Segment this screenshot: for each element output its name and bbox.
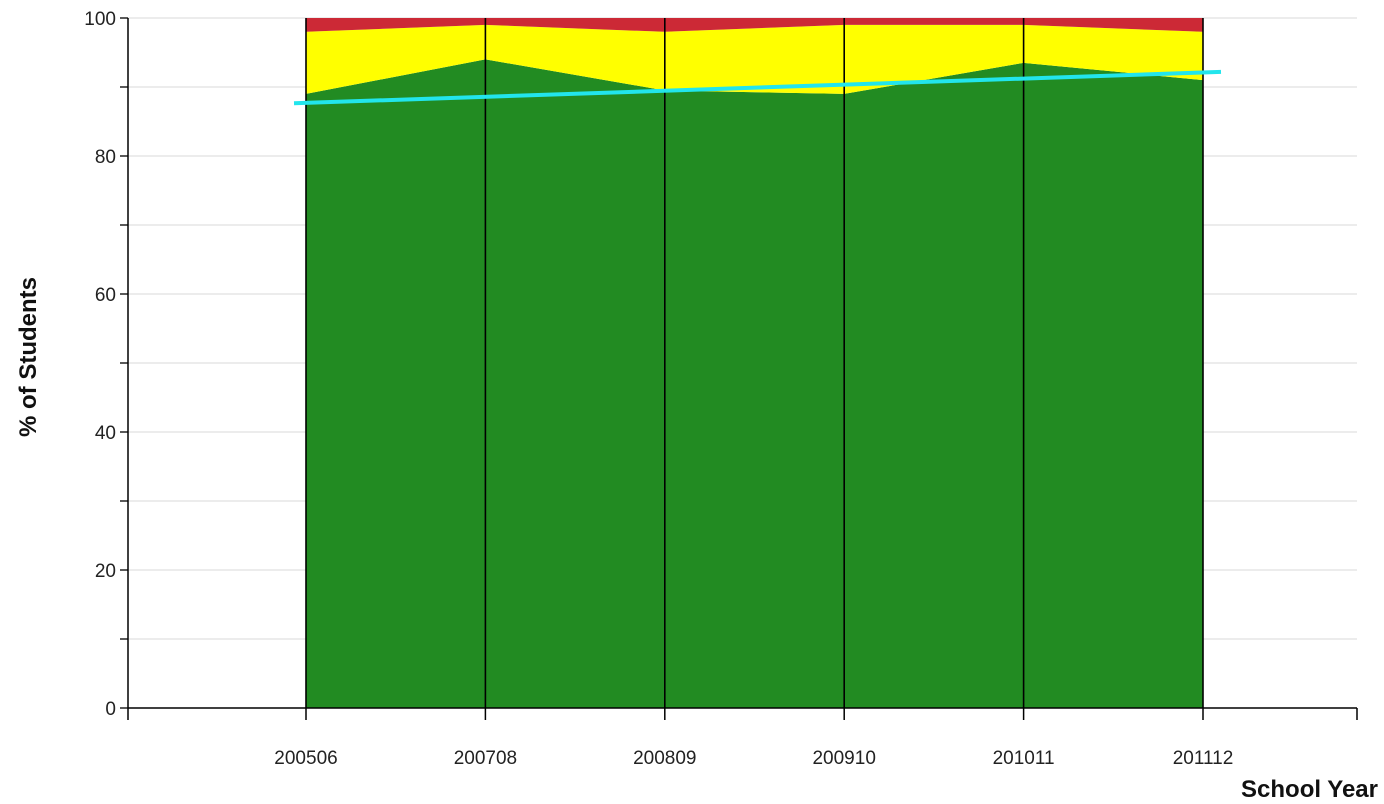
x-tick-label-200708: 200708 bbox=[454, 748, 517, 769]
area-series-2 bbox=[306, 24, 1203, 94]
y-tick-label-100: 100 bbox=[84, 9, 116, 30]
x-tick-label-200506: 200506 bbox=[274, 748, 337, 769]
y-tick-label-60: 60 bbox=[95, 285, 116, 306]
axes: 0 20 40 60 80 100 200506 200708 200809 200910 2010… bbox=[84, 9, 1358, 769]
trendline bbox=[293, 69, 1222, 106]
y-tick-label-80: 80 bbox=[95, 147, 116, 168]
x-tick-label-200910: 200910 bbox=[812, 748, 875, 769]
y-tick-label-0: 0 bbox=[105, 699, 116, 720]
trendline-group bbox=[293, 69, 1222, 106]
y-axis-title: % of Students bbox=[15, 277, 42, 437]
year-dividers bbox=[305, 18, 1204, 708]
x-axis-title: School Year bbox=[1241, 776, 1378, 803]
y-tick-label-40: 40 bbox=[95, 423, 116, 444]
area-series-1 bbox=[306, 59, 1203, 708]
area-series-3 bbox=[306, 18, 1203, 32]
x-tick-label-201011: 201011 bbox=[993, 748, 1055, 769]
y-tick-label-20: 20 bbox=[95, 561, 116, 582]
stacked-areas bbox=[306, 18, 1203, 708]
x-tick-label-200809: 200809 bbox=[633, 748, 696, 769]
x-tick-label-201112: 201112 bbox=[1173, 748, 1234, 769]
